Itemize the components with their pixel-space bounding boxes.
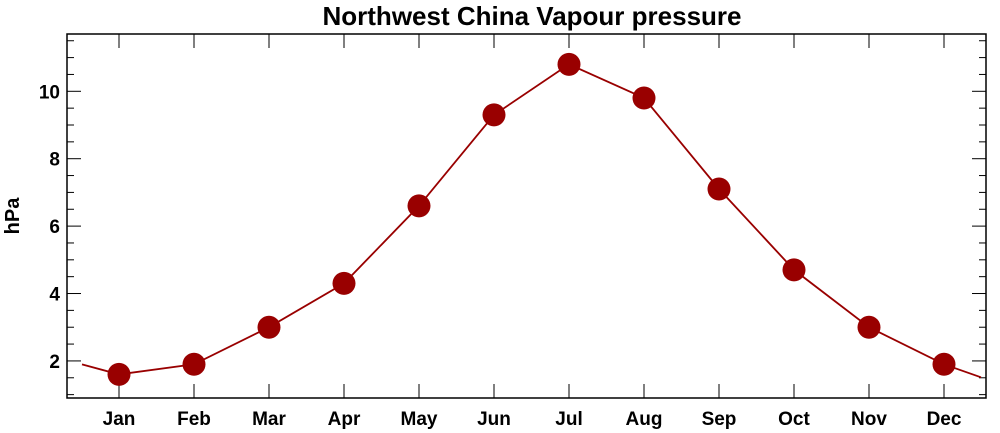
y-tick-label: 8 (49, 150, 60, 171)
chart-title: Northwest China Vapour pressure (323, 1, 742, 31)
data-point-dec (932, 352, 956, 376)
x-tick-label: Jul (555, 409, 582, 430)
data-point-jan (107, 362, 131, 386)
data-point-apr (332, 271, 356, 295)
x-tick-label: Apr (328, 409, 361, 430)
x-tick-label: Nov (851, 409, 887, 430)
data-point-may (407, 194, 431, 218)
x-tick-label: May (401, 409, 438, 430)
data-point-aug (632, 86, 656, 110)
data-point-sep (707, 177, 731, 201)
y-tick-label: 2 (49, 352, 60, 373)
series-layer (81, 52, 982, 386)
x-tick-label: Feb (177, 409, 211, 430)
x-tick-label: Dec (927, 409, 962, 430)
x-tick-label: Sep (702, 409, 737, 430)
data-point-feb (182, 352, 206, 376)
x-tick-label: Jan (103, 409, 136, 430)
x-tick-label: Aug (626, 409, 663, 430)
data-point-jul (557, 52, 581, 76)
plot-frame (66, 33, 987, 399)
x-tick-label: Oct (778, 409, 810, 430)
x-tick-label: Mar (252, 409, 286, 430)
x-tick-label: Jun (477, 409, 511, 430)
axes: 2 4 6 8 10 Jan Feb Mar Apr May Jun Jul Aug Sep Oct Nov D… (39, 34, 986, 430)
data-point-nov (857, 315, 881, 339)
data-point-jun (482, 103, 506, 127)
y-tick-label: 10 (39, 82, 60, 103)
y-tick-label: 4 (49, 285, 60, 306)
y-axis-label: hPa (2, 197, 24, 235)
y-tick-label: 6 (49, 217, 60, 238)
data-point-oct (782, 258, 806, 282)
series-line (81, 63, 982, 379)
data-point-mar (257, 315, 281, 339)
